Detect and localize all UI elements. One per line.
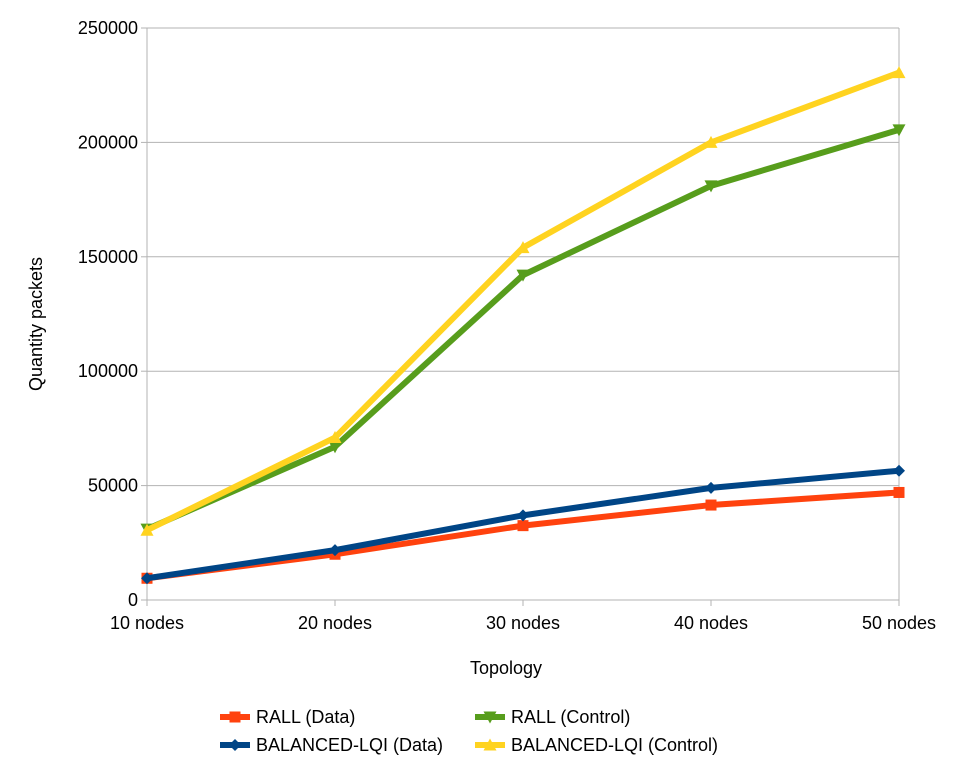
legend-swatch-marker (483, 738, 497, 751)
x-tick-label: 40 nodes (674, 613, 748, 633)
y-tick-labels: 0 50000 100000 150000 200000 250000 (78, 18, 138, 610)
series-3 (140, 66, 906, 536)
data-point (517, 520, 529, 532)
legend-item: BALANCED-LQI (Data) (220, 735, 443, 755)
data-point (893, 486, 905, 498)
legend-label: BALANCED-LQI (Data) (256, 735, 443, 755)
x-tick-label: 50 nodes (862, 613, 936, 633)
legend-item: BALANCED-LQI (Control) (475, 735, 718, 755)
data-point (141, 572, 153, 585)
legend-item: RALL (Control) (475, 707, 630, 727)
x-tick-label: 30 nodes (486, 613, 560, 633)
data-point (704, 180, 718, 193)
legend-swatch-marker (483, 711, 497, 724)
data-point (328, 441, 342, 454)
y-tick-label: 100000 (78, 361, 138, 381)
data-point (328, 431, 342, 444)
legend-swatch-marker (229, 739, 241, 751)
x-tick-label: 20 nodes (298, 613, 372, 633)
data-point (893, 464, 905, 477)
data-point (140, 523, 154, 536)
y-tick-label: 200000 (78, 132, 138, 152)
legend-label: RALL (Data) (256, 707, 355, 727)
series-1 (140, 124, 906, 536)
legend-label: BALANCED-LQI (Control) (511, 735, 718, 755)
plot-area (147, 28, 899, 600)
x-tick-labels: 10 nodes 20 nodes 30 nodes 40 nodes 50 nodes (110, 613, 936, 633)
data-point (892, 66, 906, 79)
data-point (329, 544, 341, 557)
x-tick-label: 10 nodes (110, 613, 184, 633)
data-point (705, 499, 717, 511)
y-tick-label: 150000 (78, 247, 138, 267)
series (140, 66, 906, 585)
data-point (892, 124, 906, 137)
legend-swatch-marker (229, 711, 241, 723)
y-tick-label: 50000 (88, 476, 138, 496)
legend-label: RALL (Control) (511, 707, 630, 727)
legend: RALL (Data) RALL (Control) BALANCED-LQI (D… (220, 707, 718, 755)
y-tick-label: 250000 (78, 18, 138, 38)
y-axis-title: Quantity packets (26, 257, 46, 391)
data-point (516, 269, 530, 282)
data-point (516, 241, 530, 254)
y-tick-label: 0 (128, 590, 138, 610)
data-point (704, 135, 718, 148)
axes (141, 27, 900, 606)
x-axis-title: Topology (470, 658, 542, 678)
series-2 (141, 464, 905, 585)
data-point (705, 481, 717, 494)
legend-item: RALL (Data) (220, 707, 355, 727)
data-point (517, 509, 529, 522)
